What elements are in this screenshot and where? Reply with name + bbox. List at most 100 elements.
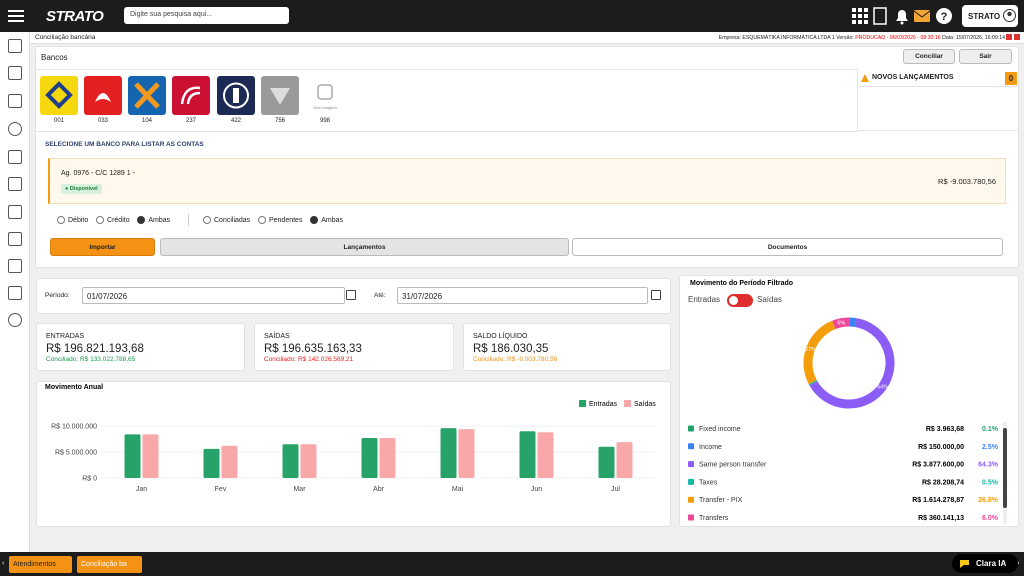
new-entries-header bbox=[857, 69, 1018, 87]
bank-code: 104 bbox=[141, 118, 152, 124]
menu-icon[interactable] bbox=[8, 9, 24, 23]
assistant-button[interactable]: Clara IA bbox=[952, 554, 1018, 573]
nav-icon[interactable] bbox=[8, 232, 22, 246]
info-icon[interactable] bbox=[1006, 34, 1012, 40]
date-from[interactable]: 01/07/2026 bbox=[82, 287, 345, 304]
nav-icon[interactable] bbox=[8, 122, 22, 136]
bank-logo[interactable] bbox=[84, 76, 122, 115]
tab-documents[interactable]: Documentos bbox=[572, 238, 1003, 256]
bank-logo-art bbox=[223, 82, 249, 109]
summary-value: R$ 196.821.193,68 bbox=[46, 343, 144, 355]
nav-icon[interactable] bbox=[8, 313, 22, 327]
bank-logo[interactable] bbox=[217, 76, 255, 115]
company: Empresa: ESQUEMÁTIKA INFORMÁTICA LTDA 1 … bbox=[718, 35, 854, 41]
summary-card: ENTRADAS R$ 196.821.193,68 Conciliado: R… bbox=[36, 323, 245, 371]
footer-tab-label: Conciliação ba bbox=[81, 561, 127, 568]
radio[interactable]: Ambas bbox=[310, 216, 343, 224]
radio[interactable]: Conciliadas bbox=[203, 216, 251, 224]
radio-label: Ambas bbox=[148, 216, 171, 224]
close-icon[interactable] bbox=[1014, 34, 1020, 40]
radio[interactable]: Pendentes bbox=[257, 216, 303, 224]
pie-chart-card bbox=[679, 275, 1019, 527]
radio[interactable]: Ambas bbox=[137, 216, 171, 224]
summary-reconciled: Conciliado: R$ -9.003.780,56 bbox=[473, 356, 558, 363]
no-image-label: Sem imagem bbox=[313, 105, 337, 110]
select-title: SELECIONE UM BANCO PARA LISTAR AS CONTAS bbox=[45, 141, 204, 148]
bank-code: 756 bbox=[274, 118, 285, 124]
toggle-switch[interactable] bbox=[727, 294, 753, 307]
bank-logo-art bbox=[134, 82, 160, 109]
summary-reconciled: Conciliado: R$ 133.022.788,65 bbox=[46, 356, 136, 363]
summary-title: SAÍDAS bbox=[264, 333, 290, 340]
radio-label: Débito bbox=[68, 216, 89, 224]
status-filter: Conciliadas Pendentes Ambas bbox=[203, 216, 343, 224]
sidebar bbox=[0, 32, 30, 552]
nav-icon[interactable] bbox=[8, 286, 22, 300]
radio[interactable]: Débito bbox=[57, 216, 89, 224]
bank-code: 237 bbox=[185, 118, 196, 124]
status-text: Disponível bbox=[69, 186, 98, 192]
scroll-left[interactable]: ‹ bbox=[2, 560, 5, 567]
footer-bar bbox=[0, 552, 1024, 576]
top-icons: ? bbox=[852, 7, 952, 25]
radio-label: Pendentes bbox=[268, 216, 303, 224]
radio-label: Crédito bbox=[107, 216, 130, 224]
account-status: ● Disponível bbox=[61, 184, 102, 194]
summary-reconciled: Conciliado: R$ 142.026.569,21 bbox=[264, 356, 354, 363]
scroll-right[interactable]: › bbox=[1017, 560, 1020, 567]
footer-tab[interactable]: Atendimentos bbox=[9, 556, 72, 573]
user-avatar bbox=[1003, 9, 1016, 22]
user-menu[interactable]: STRATO bbox=[962, 5, 1018, 27]
bank-logo[interactable] bbox=[40, 76, 78, 115]
account-card[interactable] bbox=[48, 158, 1006, 204]
to-label: Até: bbox=[374, 292, 386, 299]
nav-icon[interactable] bbox=[8, 94, 22, 108]
account-label: Ag. 0976 - C/C 1289 1 - bbox=[61, 170, 135, 177]
period-label: Período: bbox=[45, 292, 70, 299]
bar-chart-card bbox=[36, 381, 671, 527]
footer-tab-label: Atendimentos bbox=[13, 561, 56, 568]
bank-logo-art bbox=[270, 88, 290, 105]
radio-label: Conciliadas bbox=[214, 216, 251, 224]
nav-icon[interactable] bbox=[8, 66, 22, 80]
bank-logo[interactable] bbox=[172, 76, 210, 115]
bank-logo-art bbox=[95, 93, 111, 102]
nav-icon[interactable] bbox=[8, 150, 22, 164]
tab-entries[interactable]: Lançamentos bbox=[160, 238, 569, 256]
nav-icon[interactable] bbox=[8, 259, 22, 273]
search-input[interactable]: Digite sua pesquisa aqui... bbox=[124, 7, 289, 24]
bank-logo[interactable]: Sem imagem bbox=[306, 76, 344, 115]
tab-import[interactable]: Importar bbox=[50, 238, 155, 256]
bank-logo[interactable] bbox=[261, 76, 299, 115]
summary-card: SAÍDAS R$ 196.635.163,33 Conciliado: R$ … bbox=[254, 323, 454, 371]
version: PRODUCAO - 06/03/2026 - 08:30:16 bbox=[855, 35, 941, 41]
exit-button[interactable]: Sair bbox=[959, 49, 1012, 64]
bank-logo-art bbox=[45, 81, 73, 109]
summary-title: ENTRADAS bbox=[46, 333, 85, 340]
nav-icon[interactable] bbox=[8, 177, 22, 191]
nav-icon[interactable] bbox=[8, 39, 22, 53]
account-balance: R$ -9.003.780,56 bbox=[938, 177, 996, 186]
breadcrumb-bar bbox=[30, 32, 1024, 44]
logo[interactable]: STRATO bbox=[46, 8, 104, 25]
calendar-icon[interactable] bbox=[346, 290, 356, 300]
bank-logo-art bbox=[317, 84, 333, 100]
nav-icon[interactable] bbox=[8, 205, 22, 219]
new-entries-box bbox=[857, 69, 1018, 131]
divider bbox=[188, 214, 189, 226]
new-entries-count: 0 bbox=[1005, 72, 1017, 85]
summary-value: R$ 186.030,35 bbox=[473, 343, 549, 355]
footer-tab[interactable]: Conciliação ba bbox=[77, 556, 142, 573]
divider bbox=[36, 131, 858, 132]
radio[interactable]: Crédito bbox=[96, 216, 130, 224]
warning-icon bbox=[861, 74, 869, 82]
date-to[interactable]: 31/07/2026 bbox=[397, 287, 648, 304]
summary-value: R$ 196.635.163,33 bbox=[264, 343, 362, 355]
svg-text:?: ? bbox=[941, 11, 948, 23]
calendar-icon[interactable] bbox=[651, 290, 661, 300]
scrollbar-track bbox=[1003, 422, 1007, 524]
conciliar-button[interactable]: Conciliar bbox=[903, 49, 955, 64]
bank-logo[interactable] bbox=[128, 76, 166, 115]
